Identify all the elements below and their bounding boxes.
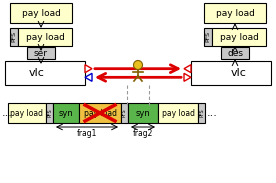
Text: ser: ser <box>34 48 48 57</box>
Text: ...: ... <box>2 108 13 118</box>
Bar <box>128 103 158 123</box>
Text: PFS: PFS <box>122 109 127 117</box>
Bar <box>27 47 55 59</box>
Text: frag2: frag2 <box>133 128 153 137</box>
Text: syn: syn <box>59 109 73 117</box>
Text: PFS: PFS <box>12 31 17 42</box>
Text: des: des <box>227 48 243 57</box>
Bar <box>204 3 266 23</box>
Bar <box>46 103 53 123</box>
Text: syn: syn <box>136 109 150 117</box>
Text: PFS: PFS <box>206 31 211 42</box>
Polygon shape <box>184 73 191 81</box>
Bar <box>198 103 205 123</box>
Bar <box>221 47 249 59</box>
Text: frag1: frag1 <box>77 128 97 137</box>
Bar <box>158 103 198 123</box>
Text: PFS: PFS <box>47 109 52 117</box>
Bar <box>18 28 72 46</box>
Bar <box>10 3 72 23</box>
Text: pay load: pay load <box>22 8 60 18</box>
Polygon shape <box>85 73 92 81</box>
Text: pay load: pay load <box>10 109 44 117</box>
Bar <box>212 28 266 46</box>
Text: pay load: pay load <box>26 33 64 42</box>
Text: ...: ... <box>207 108 218 118</box>
Bar <box>8 103 46 123</box>
Bar <box>204 28 212 46</box>
Polygon shape <box>184 65 191 73</box>
Text: pay load: pay load <box>161 109 195 117</box>
Bar <box>10 28 18 46</box>
Text: vlc: vlc <box>29 68 45 78</box>
Bar <box>121 103 128 123</box>
Text: PFS: PFS <box>199 109 204 117</box>
Text: vlc: vlc <box>231 68 247 78</box>
Bar <box>79 103 121 123</box>
Circle shape <box>134 61 142 70</box>
Text: pay load: pay load <box>220 33 258 42</box>
Bar <box>5 61 85 85</box>
Bar <box>53 103 79 123</box>
Text: pay load: pay load <box>216 8 254 18</box>
Bar <box>191 61 271 85</box>
Polygon shape <box>85 65 92 73</box>
Text: pay load: pay load <box>84 109 116 117</box>
